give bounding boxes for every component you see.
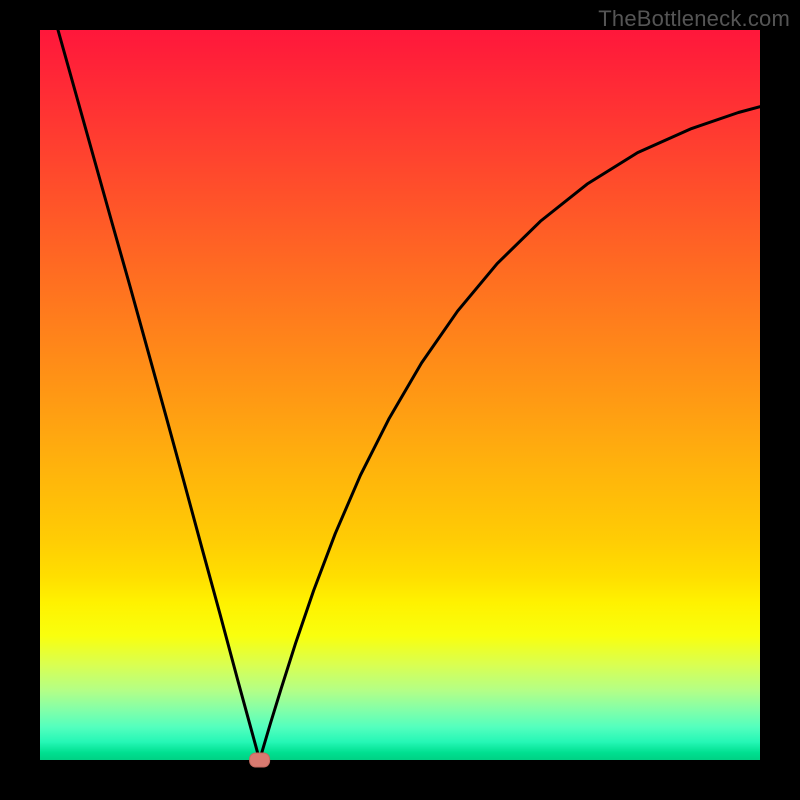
bottleneck-chart <box>0 0 800 800</box>
figure-container: TheBottleneck.com <box>0 0 800 800</box>
gradient-background <box>40 30 760 760</box>
optimal-point-marker <box>250 753 270 767</box>
watermark-label: TheBottleneck.com <box>598 6 790 32</box>
